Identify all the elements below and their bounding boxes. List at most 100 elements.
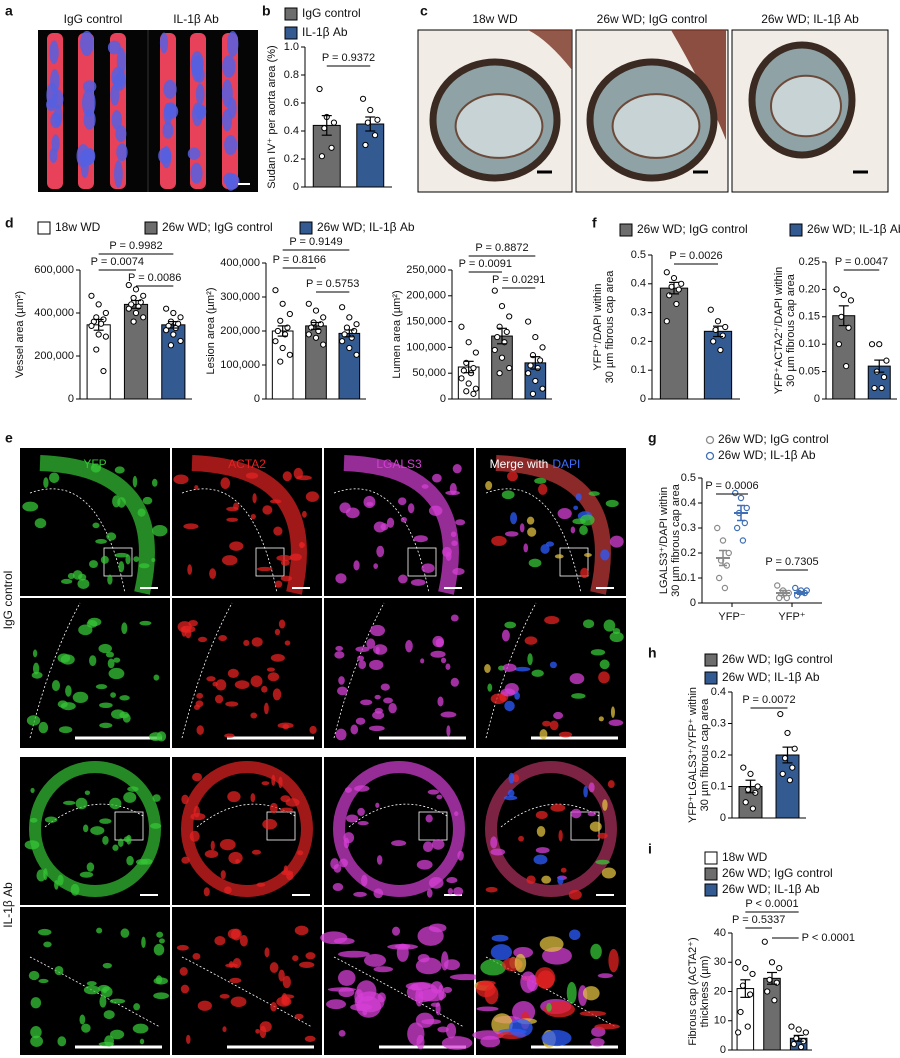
x-tick-label: YFP⁺ [778, 611, 805, 623]
cell-signal [277, 722, 294, 729]
data-point [498, 354, 506, 361]
cell-signal [396, 943, 409, 962]
bar [659, 287, 689, 400]
cell-signal [210, 840, 215, 851]
y-tick-label: 0 [720, 812, 726, 824]
data-point [678, 280, 685, 287]
cell-signal [476, 980, 496, 998]
y-tick-label: 0.4 [284, 125, 299, 137]
cell-signal [95, 539, 107, 544]
data-point [130, 318, 137, 325]
lesion-outline [500, 803, 602, 828]
cell-signal [386, 517, 395, 528]
cell-signal [84, 790, 91, 795]
cell-signal [220, 477, 231, 489]
data-point [88, 322, 95, 329]
cell-signal [507, 789, 515, 797]
panel-letter: h [648, 645, 657, 661]
cell-signal [278, 776, 283, 789]
cell-signal [568, 929, 581, 940]
data-point [346, 314, 353, 321]
lesion-outline [181, 602, 233, 739]
legend-label: 26w WD; IgG control [722, 652, 833, 666]
cell-signal [392, 926, 401, 936]
cell-signal [363, 953, 387, 967]
data-point [95, 301, 102, 308]
cell-signal [326, 999, 347, 1010]
cell-signal [271, 774, 276, 786]
cell-signal [179, 967, 188, 976]
cell-signal [67, 572, 75, 580]
data-point [353, 351, 360, 358]
cell-signal [480, 959, 507, 976]
cell-signal [541, 1029, 572, 1047]
cell-signal [138, 563, 150, 569]
cell-signal [504, 700, 515, 712]
data-point [710, 338, 717, 345]
cell-signal [452, 567, 465, 576]
cell-signal [572, 518, 586, 525]
cell-signal [192, 772, 203, 782]
data-point [371, 132, 379, 139]
data-point [764, 988, 771, 995]
data-point [140, 314, 147, 321]
y-tick-label: 100,000 [220, 359, 260, 371]
cell-signal [508, 1018, 533, 1038]
cell-signal [360, 699, 373, 706]
cell-signal [278, 969, 285, 982]
cell-signal [558, 829, 563, 842]
cell-signal [583, 619, 595, 629]
aorta-lesion [79, 149, 91, 166]
y-tick-label: 0.5 [631, 249, 646, 261]
data-point [786, 777, 794, 784]
cell-signal [22, 501, 39, 512]
data-point [472, 385, 479, 392]
legend-swatch [619, 223, 633, 237]
cell-signal [553, 711, 564, 720]
cell-signal [57, 874, 64, 886]
legend-label: 26w WD; IL-1β Ab [718, 448, 816, 462]
data-point [367, 106, 374, 114]
cell-signal [43, 477, 49, 489]
cell-signal [117, 497, 126, 508]
cell-signal [491, 934, 509, 942]
plaque [454, 93, 544, 159]
cell-signal [119, 695, 130, 701]
y-tick-label: 150,000 [406, 316, 446, 328]
p-value: P < 0.0001 [802, 932, 855, 944]
panel-letter: c [420, 3, 428, 19]
cell-signal [335, 573, 347, 584]
data-point [177, 337, 184, 345]
data-point [125, 281, 132, 289]
cell-signal [221, 555, 238, 566]
cell-signal [273, 526, 283, 536]
channel-name: DAPI [552, 457, 580, 471]
data-point [359, 95, 367, 102]
legend-label: 26w WD; IL-1β Ab [317, 220, 415, 234]
row-label: IgG control [1, 571, 15, 630]
cell-signal [588, 782, 595, 793]
cell-signal [137, 508, 146, 517]
legend-label: IgG control [302, 6, 361, 20]
cell-signal [43, 868, 48, 881]
plaque [611, 93, 701, 159]
cell-signal [332, 883, 344, 892]
cell-signal [153, 992, 170, 1000]
legend-swatch [144, 221, 158, 235]
zoom-box [418, 811, 448, 841]
cell-signal [502, 663, 517, 672]
data-point [740, 764, 747, 771]
cell-signal [95, 684, 108, 690]
legend-label: 26w WD; IL-1β Ab [807, 222, 900, 236]
cell-signal [38, 721, 49, 734]
y-tick-label: 0.25 [799, 256, 820, 268]
cell-signal [510, 512, 518, 525]
cell-signal [227, 668, 239, 679]
cell-signal [151, 557, 156, 563]
cell-signal [405, 639, 413, 653]
cell-signal [30, 1035, 44, 1047]
cell-signal [508, 772, 515, 784]
data-point [673, 300, 680, 308]
p-value: P = 0.8166 [273, 254, 326, 266]
cell-signal [264, 947, 270, 958]
